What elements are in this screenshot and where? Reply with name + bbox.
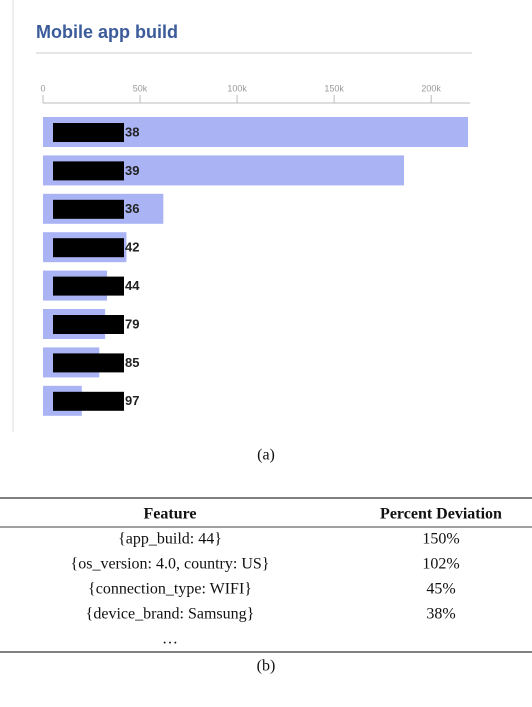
caption-b: (b)	[257, 658, 276, 675]
redaction	[53, 199, 124, 219]
category-label: 97	[125, 393, 139, 408]
category-label: 79	[125, 316, 139, 331]
category-label: 44	[125, 278, 140, 293]
table-cell: {os_version: 4.0, country: US}	[71, 556, 270, 573]
redaction	[53, 123, 124, 142]
x-tick-label: 50k	[133, 83, 148, 93]
x-tick-label: 200k	[421, 83, 441, 93]
category-label: 85	[125, 355, 139, 370]
x-tick-label: 100k	[227, 83, 247, 93]
redaction	[53, 391, 124, 411]
redaction	[53, 353, 124, 373]
table-cell: 150%	[422, 531, 459, 548]
redaction	[53, 276, 124, 296]
table-header: Percent Deviation	[380, 506, 502, 523]
category-label: 42	[125, 240, 139, 255]
table-cell: 38%	[426, 606, 455, 623]
x-tick-label: 0	[40, 83, 45, 93]
category-label: 38	[125, 124, 139, 139]
redaction	[53, 315, 124, 334]
table-cell: {app_build: 44}	[118, 531, 222, 548]
chart-title: Mobile app build	[36, 22, 178, 42]
category-label: 36	[125, 201, 139, 216]
x-tick-label: 150k	[324, 83, 344, 93]
redaction	[53, 238, 124, 258]
table-cell: {connection_type: WIFI}	[88, 581, 252, 598]
table-ellipsis: …	[162, 631, 178, 648]
table-cell: 102%	[422, 556, 459, 573]
redaction	[53, 161, 124, 181]
table-cell: 45%	[426, 581, 455, 598]
table-cell: {device_brand: Samsung}	[86, 606, 255, 623]
table-header: Feature	[143, 506, 196, 523]
caption-a: (a)	[257, 447, 275, 464]
category-label: 39	[125, 163, 139, 178]
